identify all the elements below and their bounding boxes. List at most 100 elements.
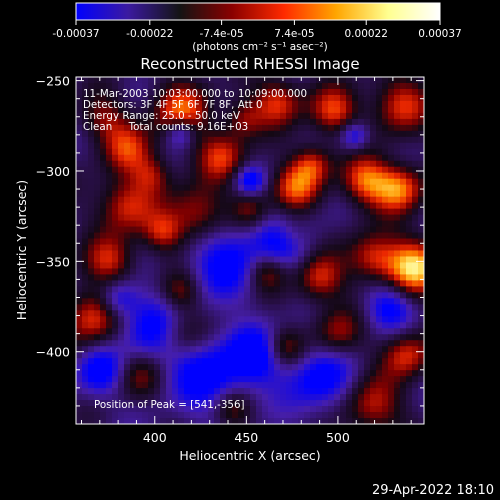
heatmap-cell — [238, 376, 245, 383]
heatmap-cell — [262, 376, 269, 383]
heatmap-cell — [310, 77, 317, 84]
heatmap-cell — [202, 328, 209, 335]
heatmap-cell — [76, 238, 83, 246]
heatmap-cell — [220, 124, 227, 132]
heatmap-cell — [244, 220, 251, 228]
heatmap-cell — [136, 412, 143, 419]
heatmap-cell — [184, 172, 191, 180]
heatmap-cell — [244, 286, 251, 293]
heatmap-cell — [382, 77, 389, 84]
heatmap-cell — [298, 268, 305, 276]
heatmap-cell — [220, 232, 227, 240]
heatmap-cell — [94, 376, 101, 383]
heatmap-cell — [178, 322, 185, 329]
heatmap-cell — [100, 77, 107, 84]
heatmap-cell — [286, 232, 293, 240]
heatmap-cell — [304, 400, 311, 407]
heatmap-cell — [310, 358, 317, 365]
heatmap-cell — [304, 232, 311, 240]
heatmap-cell — [316, 244, 323, 252]
heatmap-cell — [262, 208, 269, 216]
heatmap-cell — [328, 232, 335, 240]
heatmap-cell — [202, 298, 209, 305]
heatmap-cell — [250, 298, 257, 305]
heatmap-cell — [376, 130, 383, 138]
heatmap-cell — [250, 100, 257, 108]
heatmap-cell — [256, 88, 263, 96]
heatmap-cell — [394, 394, 401, 401]
heatmap-cell — [310, 160, 317, 168]
heatmap-cell — [328, 148, 335, 156]
heatmap-cell — [106, 304, 113, 311]
heatmap-cell — [292, 214, 299, 222]
heatmap-cell — [322, 334, 329, 341]
heatmap-cell — [280, 400, 287, 407]
heatmap-cell — [376, 160, 383, 168]
heatmap-cell — [400, 82, 407, 90]
heatmap-cell — [334, 244, 341, 252]
heatmap-cell — [274, 298, 281, 305]
heatmap-cell — [220, 160, 227, 168]
heatmap-cell — [316, 304, 323, 311]
heatmap-cell — [274, 184, 281, 192]
heatmap-cell — [136, 262, 143, 270]
heatmap-cell — [94, 382, 101, 389]
heatmap-cell — [268, 382, 275, 389]
heatmap-cell — [250, 88, 257, 96]
heatmap-cell — [172, 340, 179, 347]
heatmap-cell — [250, 262, 257, 270]
x-axis-label: Heliocentric X (arcsec) — [179, 448, 320, 463]
heatmap-cell — [268, 130, 275, 138]
heatmap-cell — [328, 304, 335, 311]
heatmap-cell — [328, 190, 335, 198]
heatmap-cell — [376, 184, 383, 192]
heatmap-cell — [292, 136, 299, 144]
heatmap-cell — [130, 370, 137, 377]
heatmap-cell — [370, 160, 377, 168]
heatmap-cell — [106, 184, 113, 192]
heatmap-cell — [280, 388, 287, 395]
heatmap-cell — [352, 172, 359, 180]
heatmap-cell — [220, 166, 227, 174]
heatmap-cell — [100, 316, 107, 323]
heatmap-cell — [394, 214, 401, 222]
heatmap-cell — [406, 256, 413, 264]
heatmap-cell — [124, 142, 131, 150]
heatmap-cell — [328, 196, 335, 204]
heatmap-cell — [334, 166, 341, 174]
heatmap-cell — [340, 304, 347, 311]
heatmap-cell — [304, 358, 311, 365]
heatmap-cell — [226, 77, 233, 84]
heatmap-cell — [322, 118, 329, 126]
heatmap-cell — [220, 304, 227, 311]
heatmap-cell — [376, 322, 383, 329]
heatmap-cell — [340, 148, 347, 156]
heatmap-cell — [94, 160, 101, 168]
heatmap-cell — [178, 412, 185, 419]
heatmap-cell — [346, 202, 353, 210]
heatmap-cell — [166, 250, 173, 258]
heatmap-cell — [352, 292, 359, 299]
heatmap-cell — [130, 238, 137, 246]
heatmap-cell — [226, 304, 233, 311]
heatmap-cell — [346, 298, 353, 305]
heatmap-cell — [220, 376, 227, 383]
heatmap-cell — [304, 268, 311, 276]
heatmap-cell — [82, 178, 89, 186]
heatmap-cell — [334, 406, 341, 413]
heatmap-cell — [190, 298, 197, 305]
heatmap-cell — [130, 88, 137, 96]
heatmap-cell — [94, 406, 101, 413]
heatmap-cell — [304, 370, 311, 377]
heatmap-cell — [136, 328, 143, 335]
heatmap-cell — [382, 118, 389, 126]
heatmap-cell — [226, 130, 233, 138]
heatmap-cell — [310, 112, 317, 120]
heatmap-cell — [124, 376, 131, 383]
heatmap-cell — [244, 106, 251, 114]
heatmap-cell — [304, 136, 311, 144]
heatmap-cell — [160, 292, 167, 299]
heatmap-cell — [166, 112, 173, 120]
heatmap-cell — [106, 394, 113, 401]
heatmap-cell — [184, 226, 191, 234]
